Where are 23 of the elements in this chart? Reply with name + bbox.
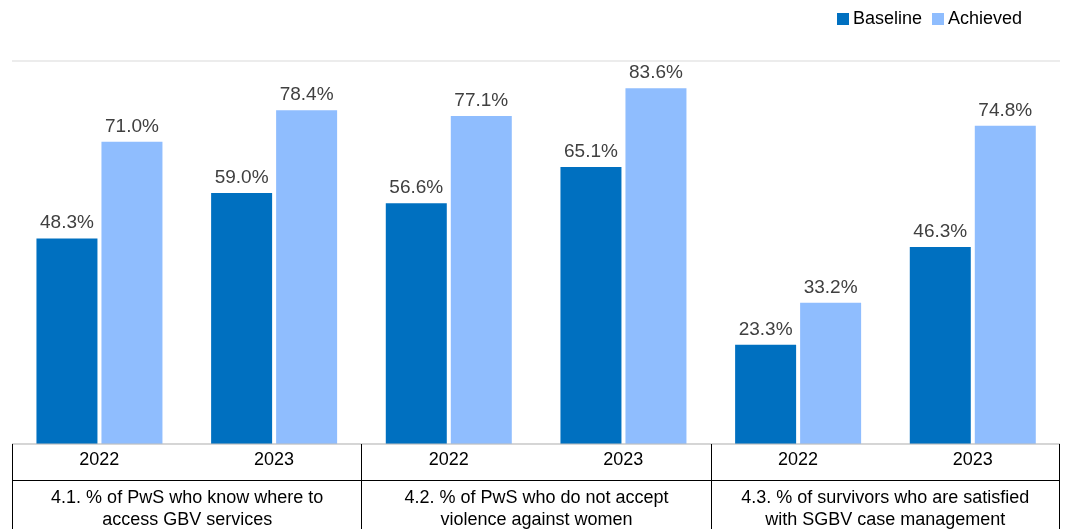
- x-tick-label: 2023: [603, 448, 644, 469]
- data-label: 77.1%: [454, 88, 509, 110]
- data-label: 83.6%: [629, 61, 683, 83]
- data-label: 78.4%: [279, 83, 334, 105]
- x-tick-label: 2022: [428, 448, 469, 469]
- data-label: 59.0%: [214, 165, 269, 187]
- x-tick-label: 2023: [952, 448, 993, 469]
- x-tick-label: 2023: [253, 448, 295, 469]
- data-label: 74.8%: [978, 98, 1033, 120]
- x-tick-label: 2022: [79, 448, 120, 469]
- data-label: 56.6%: [389, 176, 444, 198]
- data-label: 46.3%: [913, 219, 968, 241]
- x-tick-label: 2022: [777, 448, 819, 469]
- legend-label: Baseline: [852, 8, 922, 28]
- text: 4.1. % of PwS who know where to access GBV services: [13, 480, 362, 529]
- data-label: 71.0%: [105, 114, 159, 136]
- data-label: 48.3%: [40, 211, 94, 233]
- text: 4.3. % of survivors who are satisfied with SGBV case management: [711, 480, 1059, 529]
- data-label: 33.2%: [803, 275, 858, 297]
- data-label: 23.3%: [738, 317, 793, 339]
- data-label: 65.1%: [564, 139, 618, 161]
- legend-label: Achieved: [947, 8, 1022, 28]
- text: 4.2. % of PwS who do not accept violence against women: [362, 480, 711, 529]
